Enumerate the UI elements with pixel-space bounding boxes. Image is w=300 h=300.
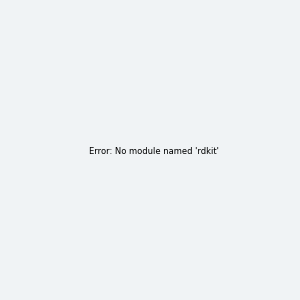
Text: Error: No module named 'rdkit': Error: No module named 'rdkit' (89, 147, 219, 156)
